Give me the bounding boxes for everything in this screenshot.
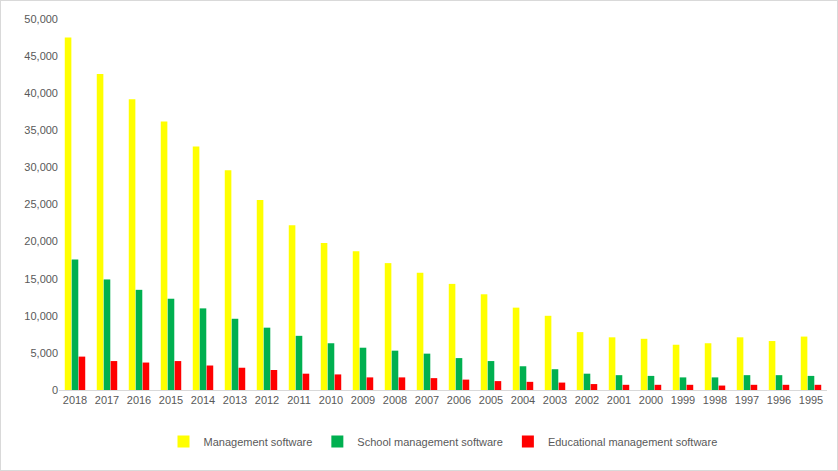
svg-text:1997: 1997 [735,394,759,406]
svg-text:1999: 1999 [671,394,695,406]
svg-text:50,000: 50,000 [24,13,58,25]
svg-text:2009: 2009 [351,394,375,406]
svg-text:10,000: 10,000 [24,310,58,322]
svg-text:2002: 2002 [575,394,599,406]
svg-text:2008: 2008 [383,394,407,406]
svg-text:5,000: 5,000 [30,347,58,359]
svg-text:2005: 2005 [479,394,503,406]
svg-text:25,000: 25,000 [24,198,58,210]
svg-text:School management software: School management software [357,436,503,448]
svg-text:Management software: Management software [204,436,313,448]
svg-text:2000: 2000 [639,394,663,406]
svg-text:2003: 2003 [543,394,567,406]
svg-text:2001: 2001 [607,394,631,406]
svg-text:30,000: 30,000 [24,161,58,173]
svg-text:Educational management softwar: Educational management software [548,436,717,448]
svg-text:2011: 2011 [287,394,311,406]
svg-text:2013: 2013 [223,394,247,406]
svg-text:2007: 2007 [415,394,439,406]
svg-text:20,000: 20,000 [24,235,58,247]
svg-text:2006: 2006 [447,394,471,406]
svg-text:1996: 1996 [767,394,791,406]
svg-text:2014: 2014 [191,394,215,406]
svg-text:2016: 2016 [127,394,151,406]
svg-text:2018: 2018 [63,394,87,406]
svg-text:2010: 2010 [319,394,343,406]
svg-text:35,000: 35,000 [24,124,58,136]
svg-text:45,000: 45,000 [24,50,58,62]
svg-text:2015: 2015 [159,394,183,406]
svg-text:2012: 2012 [255,394,279,406]
svg-text:2017: 2017 [95,394,119,406]
svg-text:0: 0 [52,384,58,396]
svg-text:1995: 1995 [799,394,823,406]
svg-text:15,000: 15,000 [24,273,58,285]
svg-text:2004: 2004 [511,394,535,406]
svg-text:40,000: 40,000 [24,87,58,99]
svg-text:1998: 1998 [703,394,727,406]
